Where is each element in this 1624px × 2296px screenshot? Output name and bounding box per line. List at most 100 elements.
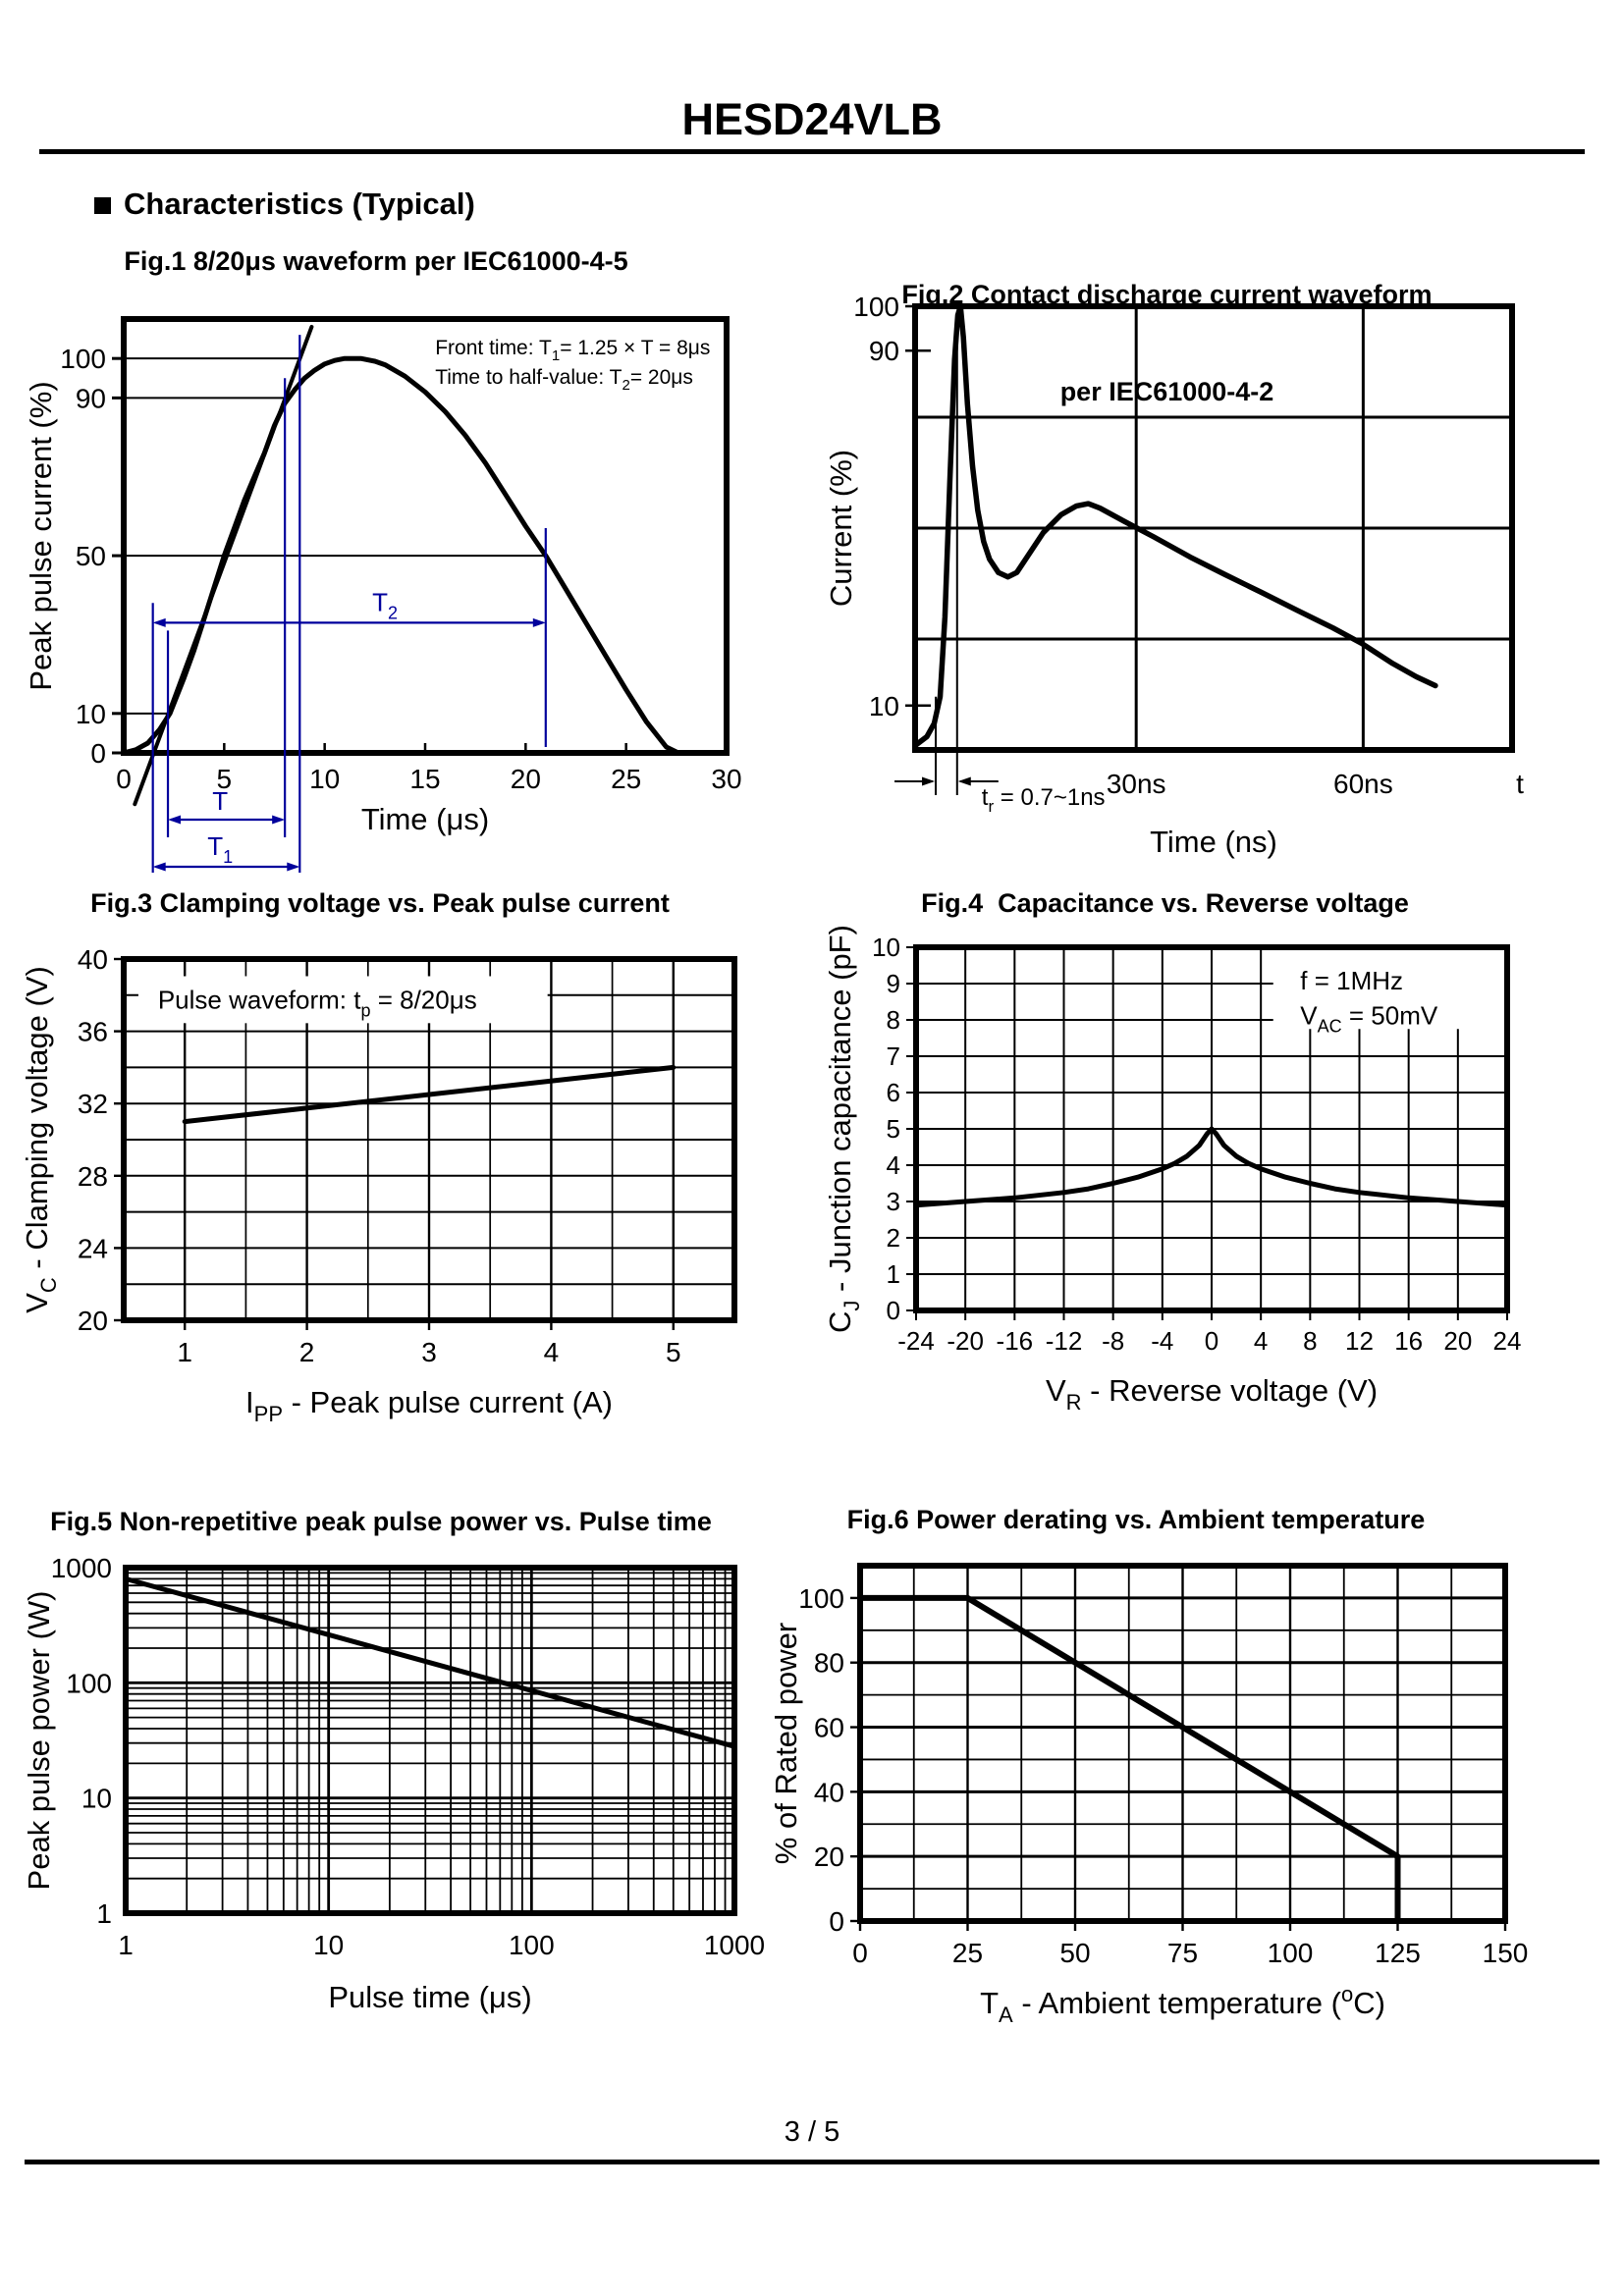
- svg-text:28: 28: [78, 1161, 108, 1192]
- header-rule: [39, 149, 1585, 154]
- svg-text:25: 25: [611, 764, 641, 794]
- page-number: 3 / 5: [784, 2116, 840, 2148]
- svg-text:20: 20: [78, 1306, 108, 1336]
- svg-text:100: 100: [853, 292, 899, 322]
- figure-6-chart: 0 25 50 75 100 125 150 0 20 40 60 80 100 TA - Ambient…: [769, 1563, 1528, 2027]
- svg-text:0: 0: [829, 1906, 844, 1937]
- svg-text:VC - Clamping voltage (V): VC - Clamping voltage (V): [20, 966, 61, 1313]
- svg-text:100: 100: [60, 344, 106, 374]
- svg-text:30: 30: [711, 764, 741, 794]
- svg-text:100: 100: [509, 1930, 555, 1960]
- svg-text:-4: -4: [1151, 1326, 1173, 1356]
- svg-text:Time (μs): Time (μs): [361, 802, 489, 836]
- svg-text:15: 15: [409, 764, 440, 794]
- svg-text:6: 6: [887, 1078, 900, 1107]
- figure-3-title: Fig.3 Clamping voltage vs. Peak pulse cu…: [90, 888, 670, 918]
- svg-text:-20: -20: [947, 1326, 984, 1356]
- svg-text:3: 3: [421, 1337, 437, 1367]
- figure-1-title: Fig.1 8/20μs waveform per IEC61000-4-5: [124, 246, 628, 276]
- svg-text:-16: -16: [997, 1326, 1034, 1356]
- svg-text:Peak pulse current (%): Peak pulse current (%): [24, 381, 58, 690]
- svg-text:24: 24: [78, 1233, 108, 1263]
- svg-text:8: 8: [887, 1005, 900, 1035]
- svg-text:tr = 0.7~1ns: tr = 0.7~1ns: [982, 784, 1106, 816]
- svg-text:1000: 1000: [51, 1553, 112, 1583]
- svg-text:4: 4: [1254, 1326, 1268, 1356]
- svg-text:T2: T2: [372, 587, 398, 622]
- figure-5-title: Fig.5 Non-repetitive peak pulse power vs…: [50, 1507, 712, 1536]
- svg-text:5: 5: [887, 1114, 900, 1144]
- svg-text:Pulse time (μs): Pulse time (μs): [328, 1980, 531, 2014]
- figure-1-chart: 0 10 50 90 100 0 5 10 15 20 25 30 Time (μs) Peak puls…: [24, 316, 742, 873]
- svg-text:80: 80: [814, 1648, 844, 1679]
- svg-text:16: 16: [1394, 1326, 1423, 1356]
- svg-text:25: 25: [952, 1938, 983, 1968]
- svg-text:4: 4: [887, 1150, 900, 1180]
- svg-text:CJ - Junction capacitance (pF): CJ - Junction capacitance (pF): [823, 925, 864, 1333]
- section-heading-label: Characteristics (Typical): [124, 187, 475, 221]
- svg-text:8: 8: [1303, 1326, 1317, 1356]
- figure-4-title: Fig.4 Capacitance vs. Reverse voltage: [921, 888, 1409, 918]
- svg-text:VAC = 50mV: VAC = 50mV: [1300, 1000, 1438, 1036]
- svg-text:40: 40: [814, 1777, 844, 1807]
- svg-text:0: 0: [1205, 1326, 1218, 1356]
- svg-text:1: 1: [118, 1930, 134, 1960]
- svg-text:90: 90: [869, 336, 899, 366]
- svg-text:150: 150: [1483, 1938, 1529, 1968]
- svg-text:TA - Ambient temperature (oC): TA - Ambient temperature (oC): [980, 1982, 1385, 2027]
- svg-text:T: T: [212, 786, 228, 816]
- svg-text:20: 20: [511, 764, 541, 794]
- svg-text:20: 20: [814, 1842, 844, 1872]
- svg-text:-24: -24: [897, 1326, 935, 1356]
- figure-2-chart: 10 90 100 30ns 60ns t tr = 0.7~1ns Time (ns) Cur…: [824, 292, 1524, 859]
- svg-text:T1: T1: [207, 831, 233, 867]
- svg-text:Current (%): Current (%): [824, 450, 858, 607]
- figure-3-chart: Pulse waveform: tp = 8/20μs 1 2 3 4 5 20 24 28 32…: [20, 944, 737, 1426]
- svg-text:4: 4: [544, 1337, 560, 1367]
- svg-text:24: 24: [1493, 1326, 1522, 1356]
- footer-rule: [25, 2160, 1599, 2164]
- svg-text:10: 10: [309, 764, 340, 794]
- svg-text:0: 0: [90, 738, 106, 769]
- svg-text:-8: -8: [1102, 1326, 1124, 1356]
- svg-text:75: 75: [1167, 1938, 1198, 1968]
- svg-text:0: 0: [887, 1296, 900, 1325]
- svg-text:Time to half-value: T2= 20μs: Time to half-value: T2= 20μs: [435, 366, 693, 394]
- svg-text:10: 10: [869, 691, 899, 721]
- svg-text:2: 2: [887, 1223, 900, 1253]
- svg-text:t: t: [1516, 769, 1524, 799]
- svg-text:100: 100: [798, 1583, 844, 1614]
- svg-text:60ns: 60ns: [1333, 769, 1393, 799]
- svg-text:Peak pulse power (W): Peak pulse power (W): [22, 1591, 56, 1891]
- svg-text:50: 50: [76, 541, 106, 571]
- svg-text:3: 3: [887, 1187, 900, 1216]
- svg-text:Front time: T1= 1.25 × T = 8μs: Front time: T1= 1.25 × T = 8μs: [435, 337, 710, 364]
- svg-text:9: 9: [887, 969, 900, 998]
- svg-text:32: 32: [78, 1089, 108, 1119]
- svg-text:Time (ns): Time (ns): [1150, 825, 1277, 859]
- svg-text:f = 1MHz: f = 1MHz: [1300, 966, 1403, 995]
- svg-text:-12: -12: [1046, 1326, 1083, 1356]
- svg-text:1: 1: [887, 1259, 900, 1289]
- page-title: HESD24VLB: [681, 94, 943, 144]
- svg-text:5: 5: [217, 764, 233, 794]
- bullet-square-icon: [94, 197, 111, 214]
- svg-text:10: 10: [81, 1784, 112, 1814]
- figure-5-chart: 1 10 100 1000 1 10 100 1000 Pulse time (μs) Peak …: [22, 1553, 765, 2014]
- svg-text:1: 1: [96, 1898, 112, 1929]
- svg-text:100: 100: [66, 1668, 112, 1698]
- svg-text:% of Rated power: % of Rated power: [769, 1623, 803, 1864]
- svg-text:30ns: 30ns: [1107, 769, 1166, 799]
- svg-text:7: 7: [887, 1041, 900, 1071]
- svg-text:50: 50: [1059, 1938, 1090, 1968]
- svg-text:2: 2: [299, 1337, 315, 1367]
- svg-text:0: 0: [852, 1938, 868, 1968]
- svg-text:5: 5: [666, 1337, 681, 1367]
- svg-text:12: 12: [1345, 1326, 1374, 1356]
- svg-text:10: 10: [313, 1930, 344, 1960]
- svg-text:1: 1: [177, 1337, 192, 1367]
- svg-text:0: 0: [116, 764, 132, 794]
- svg-text:1000: 1000: [704, 1930, 765, 1960]
